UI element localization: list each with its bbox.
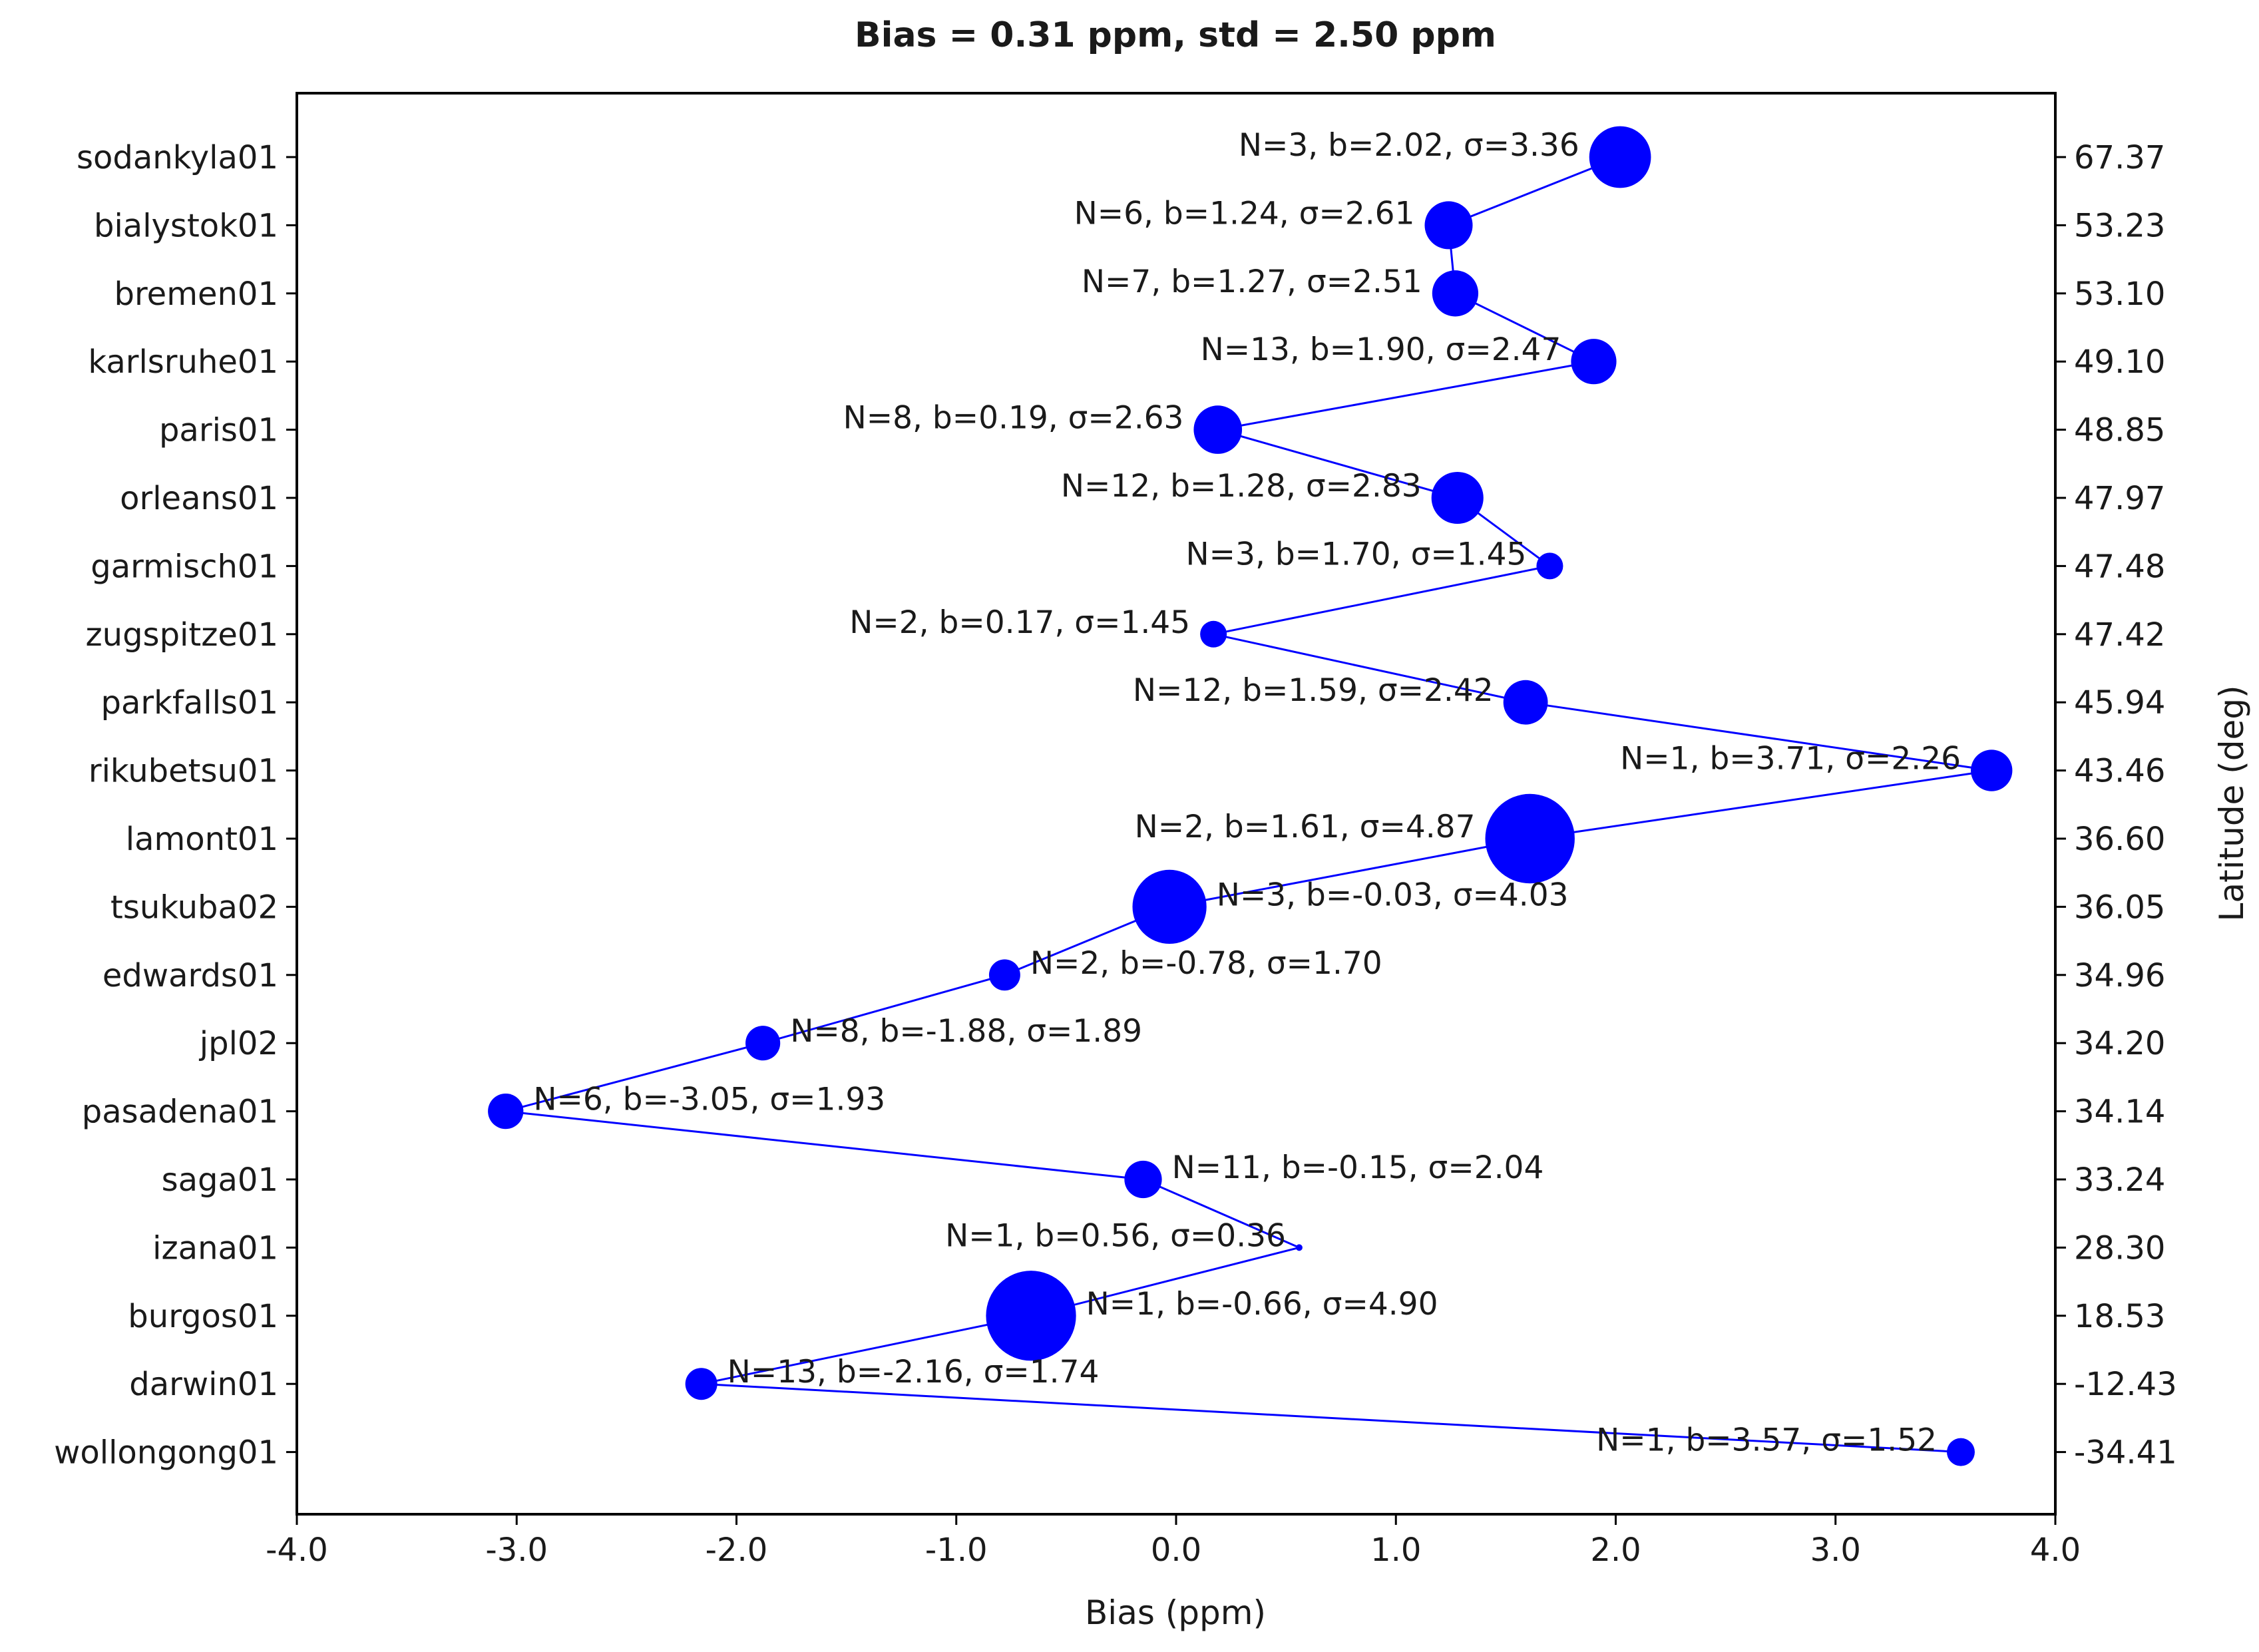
data-point — [988, 959, 1020, 991]
latitude-label: 67.37 — [2074, 139, 2165, 176]
latitude-label: -12.43 — [2074, 1366, 2177, 1403]
x-axis: -4.0 -3.0 -2.0 -1.0 0.0 1.0 2.0 3.0 4.0 — [266, 1514, 2081, 1569]
data-label: N=1, b=0.56, σ=0.36 — [945, 1217, 1286, 1254]
latitude-label: 43.46 — [2074, 753, 2165, 790]
x-tick-label: 1.0 — [1370, 1532, 1421, 1569]
y-axis-right-label: Latitude (deg) — [2212, 686, 2251, 922]
plot-area: N=3, b=2.02, σ=3.36 N=6, b=1.24, σ=2.61 N=… — [488, 126, 2013, 1466]
x-tick-label: -1.0 — [925, 1532, 988, 1569]
data-point — [1971, 749, 2013, 791]
data-point — [1589, 126, 1651, 188]
station-label: edwards01 — [103, 957, 278, 994]
data-point — [1424, 201, 1473, 250]
data-point — [1571, 339, 1617, 385]
data-label: N=12, b=1.28, σ=2.83 — [1061, 468, 1422, 505]
data-label: N=2, b=0.17, σ=1.45 — [849, 604, 1190, 641]
data-point — [986, 1271, 1076, 1361]
data-label: N=13, b=-2.16, σ=1.74 — [727, 1354, 1100, 1390]
latitude-label: 18.53 — [2074, 1298, 2165, 1335]
data-point — [685, 1368, 718, 1400]
data-label: N=1, b=3.71, σ=2.26 — [1620, 741, 1961, 777]
latitude-label: 34.14 — [2074, 1094, 2165, 1131]
data-label: N=6, b=-3.05, σ=1.93 — [533, 1082, 885, 1118]
station-label: karlsruhe01 — [88, 343, 278, 381]
x-axis-label: Bias (ppm) — [1085, 1593, 1266, 1632]
station-label: burgos01 — [128, 1298, 278, 1335]
station-label: jpl02 — [199, 1025, 278, 1062]
station-label: darwin01 — [129, 1366, 278, 1403]
data-label: N=3, b=1.70, σ=1.45 — [1186, 536, 1527, 572]
data-label: N=7, b=1.27, σ=2.51 — [1082, 264, 1422, 300]
data-label: N=3, b=2.02, σ=3.36 — [1239, 127, 1579, 164]
latitude-label: 34.20 — [2074, 1025, 2165, 1062]
latitude-label: 45.94 — [2074, 684, 2165, 722]
latitude-label: 47.42 — [2074, 616, 2165, 654]
data-point — [1295, 1244, 1303, 1251]
data-label: N=2, b=1.61, σ=4.87 — [1135, 809, 1476, 845]
data-label: N=2, b=-0.78, σ=1.70 — [1030, 945, 1382, 982]
station-label: parkfalls01 — [101, 684, 278, 722]
latitude-label: 47.97 — [2074, 480, 2165, 517]
x-tick-label: -2.0 — [706, 1532, 768, 1569]
latitude-label: 47.48 — [2074, 548, 2165, 585]
station-label: saga01 — [162, 1161, 278, 1199]
data-point — [1503, 680, 1548, 725]
x-tick-label: 3.0 — [1810, 1532, 1861, 1569]
latitude-label: 48.85 — [2074, 412, 2165, 449]
data-label: N=6, b=1.24, σ=2.61 — [1074, 195, 1415, 232]
data-point — [1124, 1160, 1162, 1199]
latitude-label: 53.23 — [2074, 207, 2165, 244]
station-label: sodankyla01 — [77, 139, 278, 176]
y-axis-right: 67.37 53.23 53.10 49.10 48.85 47.97 47.48 47.42… — [2055, 139, 2177, 1472]
data-label: N=3, b=-0.03, σ=4.03 — [1217, 877, 1569, 913]
station-label: wollongong01 — [54, 1434, 278, 1472]
latitude-label: 53.10 — [2074, 276, 2165, 313]
data-label: N=12, b=1.59, σ=2.42 — [1133, 672, 1494, 709]
data-point — [1193, 405, 1243, 454]
station-label: garmisch01 — [91, 548, 278, 585]
data-point — [1485, 793, 1575, 884]
data-point — [1132, 869, 1207, 944]
y-axis-left: sodankyla01 bialystok01 bremen01 karlsruhe0… — [54, 139, 297, 1472]
x-tick-label: -3.0 — [485, 1532, 548, 1569]
station-label: bremen01 — [114, 276, 278, 313]
x-tick-label: 4.0 — [2030, 1532, 2081, 1569]
station-label: paris01 — [159, 412, 278, 449]
station-label: bialystok01 — [94, 207, 278, 244]
x-tick-label: 0.0 — [1151, 1532, 1201, 1569]
latitude-label: 34.96 — [2074, 957, 2165, 994]
data-point — [1431, 471, 1484, 524]
data-label: N=11, b=-0.15, σ=2.04 — [1172, 1149, 1544, 1186]
station-label: izana01 — [152, 1229, 278, 1267]
data-point — [1947, 1438, 1975, 1466]
data-label: N=1, b=-0.66, σ=4.90 — [1086, 1286, 1438, 1323]
data-label: N=8, b=-1.88, σ=1.89 — [790, 1013, 1142, 1050]
data-label: N=1, b=3.57, σ=1.52 — [1596, 1422, 1937, 1459]
station-label: orleans01 — [120, 480, 278, 517]
station-label: zugspitze01 — [85, 616, 278, 654]
data-point — [1432, 270, 1479, 317]
station-label: lamont01 — [126, 821, 278, 858]
latitude-label: 36.05 — [2074, 889, 2165, 926]
x-tick-label: 2.0 — [1590, 1532, 1641, 1569]
station-label: rikubetsu01 — [89, 753, 278, 790]
latitude-label: 36.60 — [2074, 821, 2165, 858]
latitude-label: -34.41 — [2074, 1434, 2177, 1472]
x-tick-label: -4.0 — [266, 1532, 328, 1569]
latitude-label: 33.24 — [2074, 1161, 2165, 1199]
data-label: N=8, b=0.19, σ=2.63 — [843, 400, 1184, 437]
data-point — [488, 1093, 524, 1130]
station-label: tsukuba02 — [110, 889, 278, 926]
data-point — [1536, 552, 1563, 580]
data-label: N=13, b=1.90, σ=2.47 — [1201, 331, 1561, 368]
data-point — [1200, 620, 1227, 648]
data-point — [745, 1026, 781, 1061]
bias-series-line — [505, 156, 1992, 1454]
latitude-label: 49.10 — [2074, 343, 2165, 381]
chart-title: Bias = 0.31 ppm, std = 2.50 ppm — [855, 15, 1496, 55]
latitude-label: 28.30 — [2074, 1229, 2165, 1267]
station-label: pasadena01 — [82, 1094, 278, 1131]
